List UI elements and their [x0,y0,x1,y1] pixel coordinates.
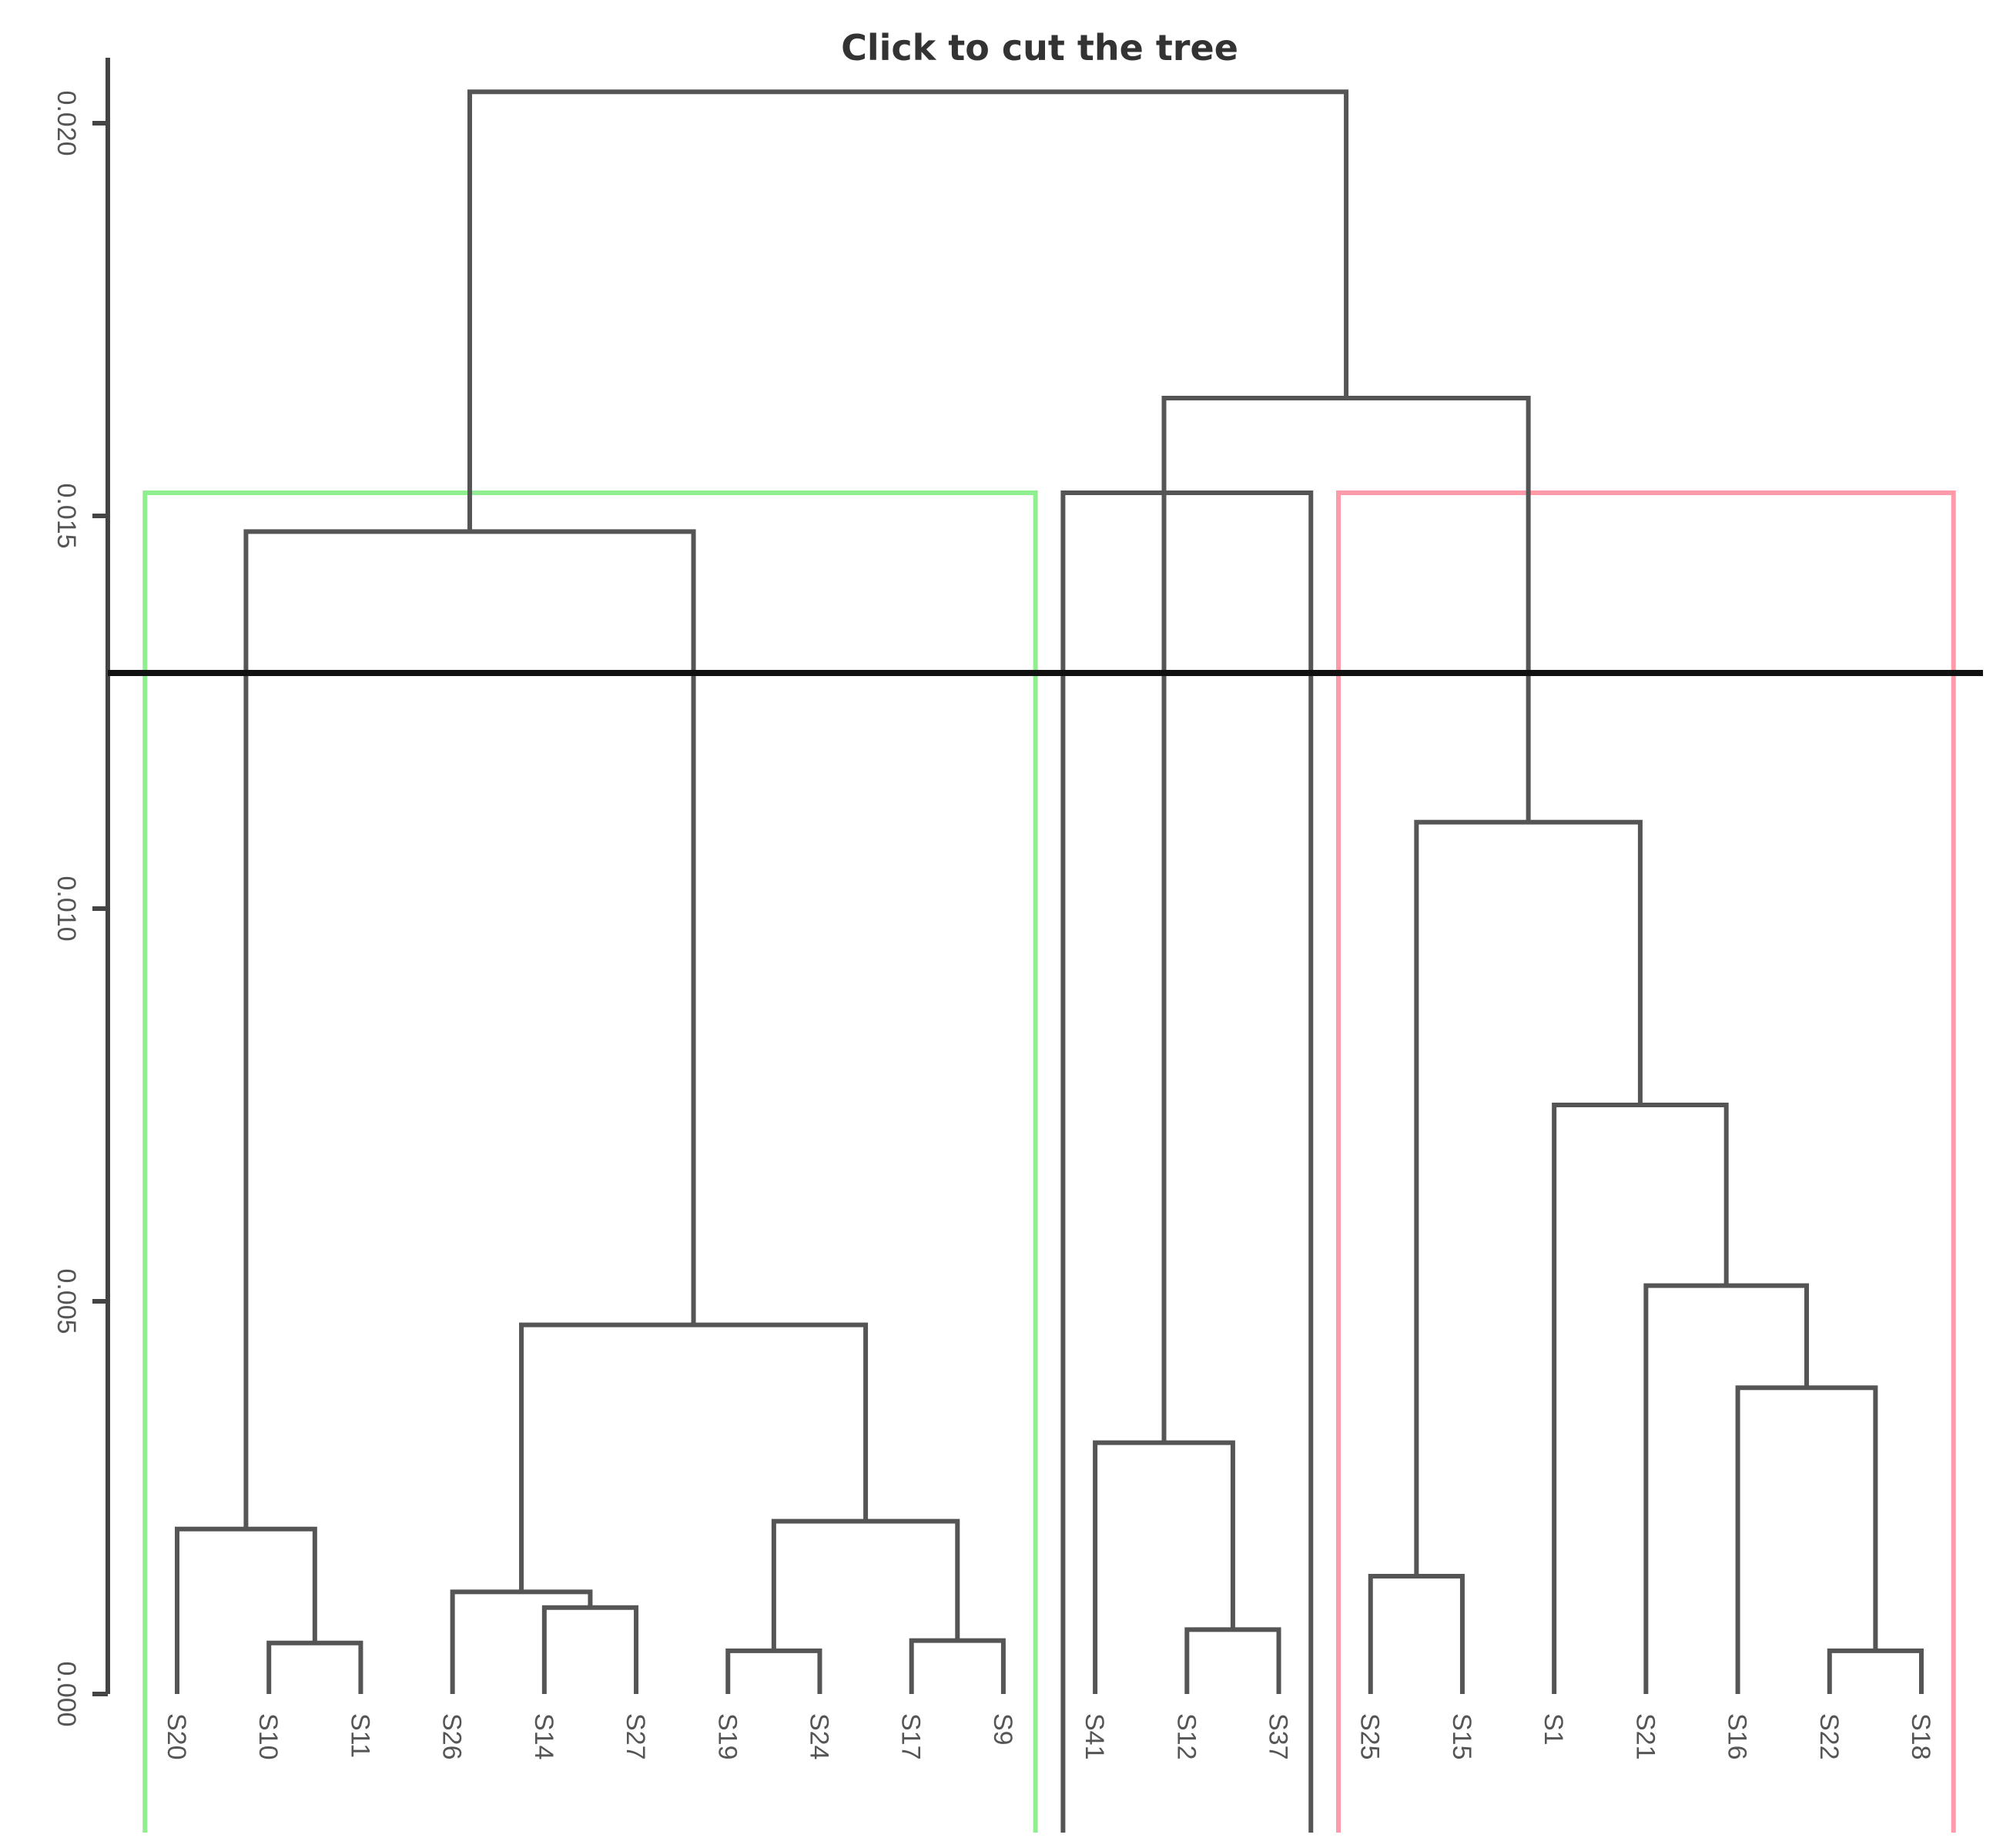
leaf-label: S37 [1264,1713,1293,1760]
leaf-label: S18 [1906,1713,1935,1760]
leaf-label: S16 [1723,1713,1752,1760]
y-tick-label: 0.010 [52,875,81,941]
dendrogram-branch [1161,396,1531,1443]
leaf-label: S12 [1171,1713,1201,1760]
y-tick-label: 0.020 [52,90,81,156]
dendrogram-branch [243,529,696,1529]
leaf-label: S24 [804,1713,833,1760]
dendrogram-branch [1368,1574,1465,1694]
cluster-rectangle [142,490,1038,1833]
y-tick-label: 0.015 [52,483,81,548]
dendrogram-branch [1184,1627,1281,1694]
dendrogram-branch [771,1518,960,1651]
dendrogram-branch [1735,1385,1878,1694]
leaf-labels: S20 S10 S11 S26 S14 S27 S19 S24 S17 S9 S41 S12 S37 S2… [162,1713,1935,1760]
y-tick-label: 0.005 [52,1268,81,1334]
leaf-label: S41 [1080,1713,1109,1760]
cluster-rectangle [1060,490,1314,1833]
leaf-label: S27 [621,1713,650,1760]
dendrogram-branch [175,1526,317,1694]
leaf-label: S10 [253,1713,283,1760]
dendrogram-branch [467,89,1349,532]
dendrogram-branch [1643,1283,1809,1694]
cluster-rectangle [1336,490,1956,1833]
leaf-label: S21 [1630,1713,1660,1760]
dendrogram-branch [1827,1648,1924,1694]
leaf-label: S1 [1539,1713,1568,1746]
y-tick-label: 0.000 [52,1661,81,1726]
leaf-label: S26 [437,1713,467,1760]
leaf-label: S19 [712,1713,742,1760]
chart-title: Click to cut the tree [841,27,1238,69]
dendrogram-branch [1552,1103,1729,1694]
y-axis: 0.000 0.005 0.010 0.015 0.020 [52,58,110,1727]
leaf-label: S20 [162,1713,191,1760]
leaf-label: S22 [1814,1713,1844,1760]
leaf-label: S14 [529,1713,558,1760]
leaf-label: S17 [896,1713,926,1760]
leaf-label: S11 [345,1713,374,1758]
dendrogram-branches [175,89,1924,1694]
leaf-label: S9 [988,1713,1017,1746]
dendrogram-branch [541,1605,639,1694]
dendrogram-branch [1414,819,1643,1576]
dendrogram-branch [266,1640,363,1694]
dendrogram-branch [519,1322,869,1592]
dendrogram-branch [725,1648,822,1694]
leaf-label: S15 [1447,1713,1476,1760]
leaf-label: S25 [1355,1713,1385,1760]
cluster-rectangles [142,490,1956,1833]
dendrogram-branch [1093,1440,1235,1694]
dendrogram-branch [909,1638,1006,1694]
